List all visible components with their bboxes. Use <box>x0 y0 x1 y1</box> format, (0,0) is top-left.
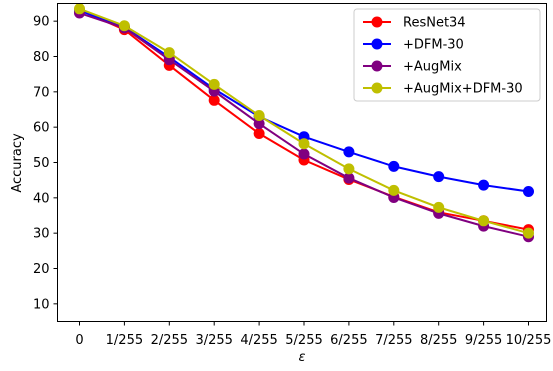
data-point <box>433 201 445 213</box>
legend-frame <box>353 8 541 102</box>
y-tick-label: 60 <box>33 121 50 136</box>
y-tick-label: 20 <box>33 262 50 277</box>
data-point <box>388 160 400 172</box>
data-point <box>343 146 355 158</box>
x-tick-label: 2/255 <box>151 333 188 348</box>
data-point <box>253 128 265 140</box>
x-tick-label: 10/255 <box>506 333 552 348</box>
data-point <box>523 227 534 239</box>
legend-item: +DFM-30 <box>363 38 464 53</box>
data-point <box>343 163 355 175</box>
x-axis-label: ε <box>298 350 305 365</box>
data-point <box>433 171 445 183</box>
data-point <box>74 3 85 15</box>
x-tick-label: 6/255 <box>330 333 367 348</box>
data-point <box>298 148 310 160</box>
x-tick-label: 8/255 <box>420 333 457 348</box>
data-point <box>298 138 310 150</box>
y-tick-label: 10 <box>33 297 50 312</box>
data-point <box>208 94 220 106</box>
legend-label: ResNet34 <box>403 16 466 31</box>
legend-marker <box>371 82 383 94</box>
legend-item: +AugMix+DFM-30 <box>363 82 523 97</box>
data-point <box>478 215 490 227</box>
data-point <box>208 78 220 90</box>
data-point <box>478 179 490 191</box>
y-axis-label: Accuracy <box>10 133 25 193</box>
legend-item: +AugMix <box>363 60 462 75</box>
ticks-layer: 0 1/255 2/255 3/255 4/255 5/255 6/255 7/255 8/25… <box>33 15 551 348</box>
legend-label: +DFM-30 <box>403 38 464 53</box>
y-tick-label: 90 <box>33 15 50 30</box>
legend-label: +AugMix+DFM-30 <box>403 82 523 97</box>
legend-marker <box>371 60 383 72</box>
data-point <box>253 110 265 122</box>
legend-marker <box>371 16 383 28</box>
x-tick-label: 7/255 <box>375 333 412 348</box>
x-tick-label: 4/255 <box>240 333 277 348</box>
plot-layer <box>74 3 534 243</box>
data-point <box>388 184 400 196</box>
y-tick-label: 80 <box>33 50 50 65</box>
legend-item: ResNet34 <box>363 16 466 31</box>
series-group <box>74 3 534 239</box>
legend-label: +AugMix <box>403 60 462 75</box>
data-point <box>523 185 534 197</box>
y-tick-label: 50 <box>33 156 50 171</box>
y-tick-label: 30 <box>33 227 50 242</box>
legend: ResNet34 +DFM-30 +AugMix +AugMix+DFM-30 <box>353 8 541 102</box>
data-point <box>163 47 175 59</box>
x-tick-label: 5/255 <box>285 333 322 348</box>
x-tick-label: 0 <box>75 333 83 348</box>
legend-marker <box>371 38 383 50</box>
data-point <box>253 118 265 130</box>
y-tick-label: 70 <box>33 85 50 100</box>
series-group <box>74 7 534 243</box>
x-tick-label: 3/255 <box>195 333 232 348</box>
data-point <box>343 172 355 184</box>
y-tick-label: 40 <box>33 191 50 206</box>
data-point <box>118 20 130 32</box>
x-tick-label: 1/255 <box>106 333 143 348</box>
x-tick-label: 9/255 <box>465 333 502 348</box>
